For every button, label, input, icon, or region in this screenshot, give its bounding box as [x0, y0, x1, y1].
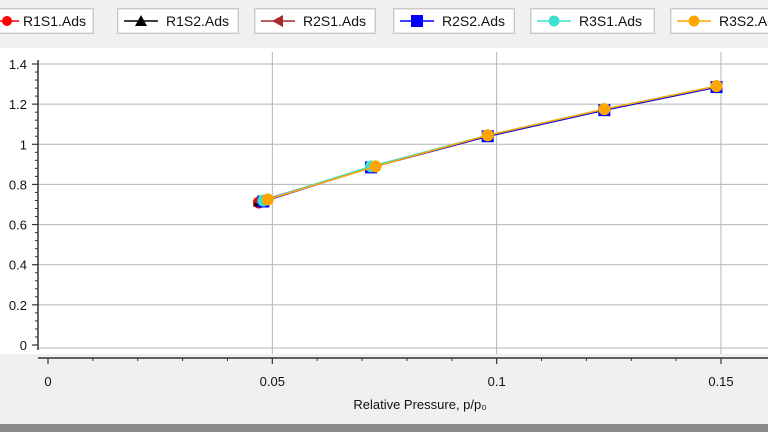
data-point: [710, 80, 723, 93]
legend-item-r1s1[interactable]: R1S1.Ads: [0, 8, 94, 34]
data-point: [598, 103, 611, 116]
window-bottom-border: [0, 424, 768, 432]
legend-label: R1S2.Ads: [166, 13, 230, 29]
legend-label: R2S2.Ads: [442, 13, 506, 29]
circle-marker-icon: [0, 16, 19, 26]
square-marker-icon: [400, 15, 434, 27]
legend-label: R1S1.Ads: [23, 13, 87, 29]
y-tick-label: 0.4: [9, 258, 27, 273]
chart-legend: R1S1.Ads R1S2.Ads R2S1.Ads R2S2.Ads R3S1…: [0, 0, 768, 46]
y-tick-label: 0: [20, 338, 27, 353]
y-tick-label: 1.4: [9, 57, 27, 72]
x-axis-title: Relative Pressure, p/p₀: [353, 397, 486, 412]
circle-marker-icon: [537, 15, 571, 27]
x-tick-label: 0: [44, 374, 51, 389]
data-point: [369, 160, 382, 173]
triangle-marker-icon: [124, 15, 158, 26]
legend-item-r3s2[interactable]: R3S2.Ads: [670, 8, 768, 34]
circle-marker-icon: [677, 15, 711, 27]
legend-label: R2S1.Ads: [303, 13, 367, 29]
y-tick-label: 0.6: [9, 218, 27, 233]
y-tick-label: 0.8: [9, 177, 27, 192]
plot-area-background: [0, 48, 768, 354]
legend-item-r3s1[interactable]: R3S1.Ads: [530, 8, 655, 34]
triangle-left-marker-icon: [261, 15, 295, 27]
series-line: [267, 85, 717, 201]
x-tick-label: 0.05: [260, 374, 285, 389]
y-tick-label: 1.2: [9, 97, 27, 112]
x-tick-label: 0.15: [708, 374, 733, 389]
legend-item-r1s2[interactable]: R1S2.Ads: [117, 8, 239, 34]
legend-label: R3S1.Ads: [579, 13, 643, 29]
y-tick-label: 0.2: [9, 298, 27, 313]
legend-item-r2s1[interactable]: R2S1.Ads: [254, 8, 376, 34]
x-tick-label: 0.1: [488, 374, 506, 389]
legend-label: R3S2.Ads: [719, 13, 768, 29]
data-point: [481, 129, 494, 142]
data-point: [261, 193, 274, 206]
legend-item-r2s2[interactable]: R2S2.Ads: [393, 8, 515, 34]
series-line: [263, 85, 717, 202]
y-tick-label: 1: [20, 137, 27, 152]
